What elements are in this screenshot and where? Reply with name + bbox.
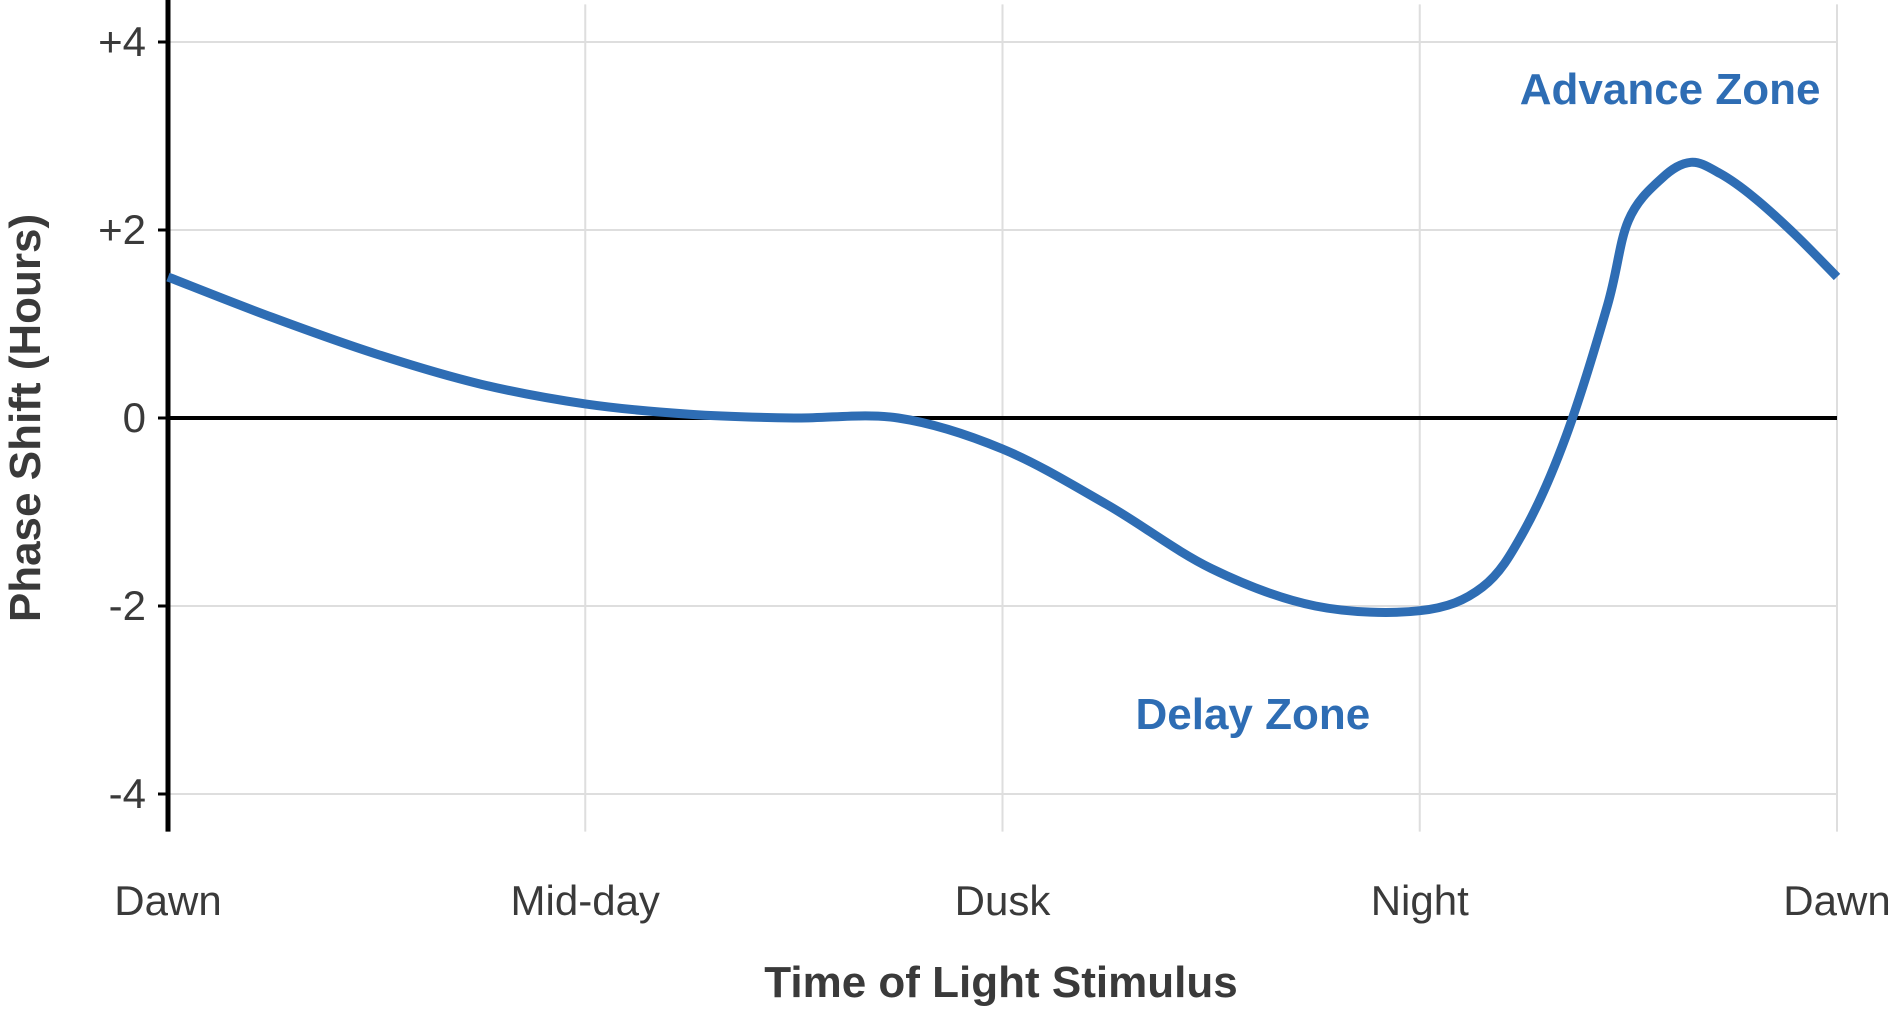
labels: Time of Light Stimulus Phase Shift (Hour… xyxy=(1,18,1891,1007)
y-tick-label: +2 xyxy=(98,206,146,253)
y-axis-title: Phase Shift (Hours) xyxy=(1,214,50,622)
x-tick-label: Night xyxy=(1371,877,1469,924)
phase-shift-curve xyxy=(166,157,1841,617)
delay-zone-label: Delay Zone xyxy=(1135,690,1370,739)
x-tick-label: Dawn xyxy=(1783,877,1890,924)
y-tick-label: -4 xyxy=(109,770,146,817)
x-tick-label: Dusk xyxy=(955,877,1052,924)
x-tick-label: Dawn xyxy=(114,877,221,924)
series-layer xyxy=(166,157,1841,617)
y-tick-label: 0 xyxy=(123,394,146,441)
x-axis-title: Time of Light Stimulus xyxy=(764,958,1237,1007)
y-tick-label: -2 xyxy=(109,582,146,629)
advance-zone-label: Advance Zone xyxy=(1520,65,1821,114)
x-tick-label: Mid-day xyxy=(511,877,660,924)
y-tick-label: +4 xyxy=(98,18,146,65)
axes xyxy=(158,0,1837,832)
